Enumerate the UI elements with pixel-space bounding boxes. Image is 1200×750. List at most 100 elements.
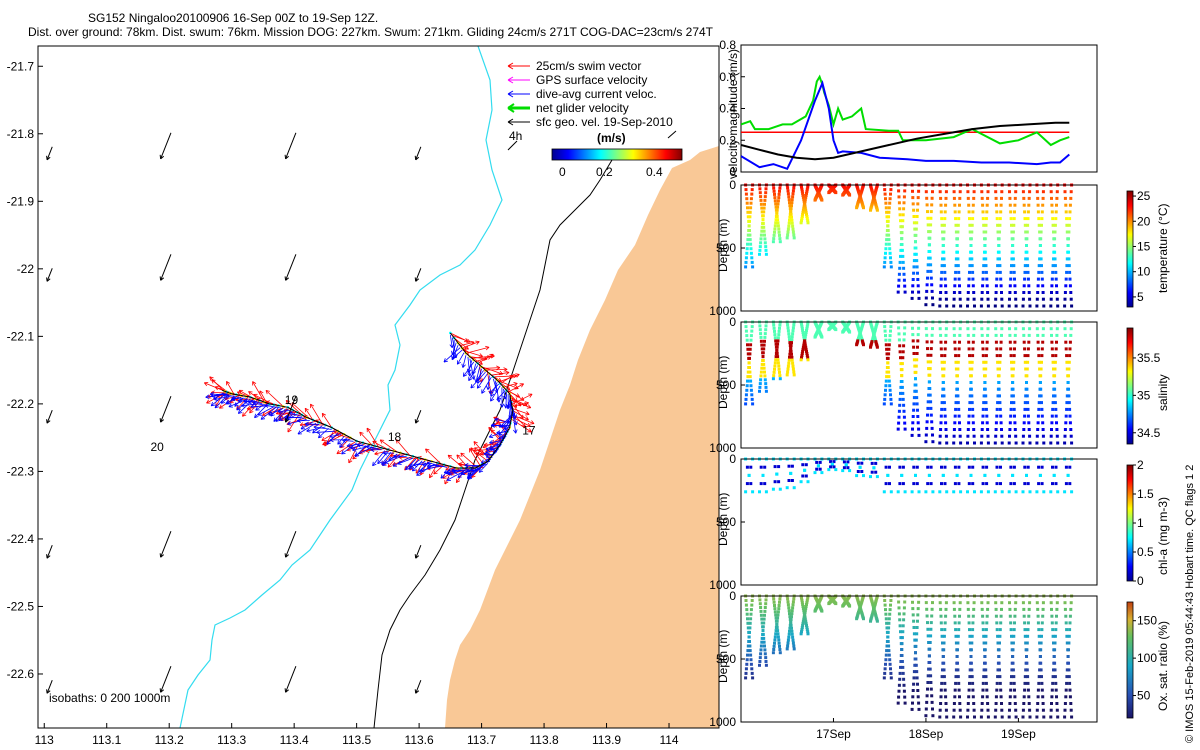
section-sample <box>953 277 957 281</box>
section-sample <box>775 619 779 623</box>
section-sample <box>1038 381 1042 384</box>
section-sample <box>791 641 795 645</box>
section-sample <box>774 218 778 222</box>
dac-vector-head <box>481 389 486 394</box>
section-sample <box>929 269 933 273</box>
section-sample <box>804 194 808 197</box>
section-sample <box>984 401 988 405</box>
section-sample <box>761 473 765 477</box>
section-sample <box>790 609 794 613</box>
section-sample <box>917 296 921 300</box>
section-sample <box>1010 257 1014 261</box>
section-sample <box>957 270 961 274</box>
section-sample <box>973 304 976 308</box>
section-sample <box>956 367 960 371</box>
section-sample <box>986 304 990 308</box>
section-sample <box>1009 277 1013 281</box>
section-sample <box>1008 702 1012 705</box>
section-sample <box>1041 196 1045 200</box>
section-sample <box>1063 434 1067 438</box>
section-sample <box>994 695 998 699</box>
section-sample <box>759 198 763 202</box>
section-sample <box>1051 407 1055 411</box>
section-sample <box>883 667 887 671</box>
section-sample <box>898 397 902 401</box>
section-sample <box>1025 230 1029 234</box>
section-sample <box>985 614 989 618</box>
section-sample <box>884 617 888 621</box>
dac-vector <box>238 399 254 414</box>
section-sample <box>938 327 942 331</box>
map-axis-ticks: 113 113.1 113.2 113.3 113.4 113.5 113.6 113.7 11… <box>7 59 679 747</box>
section-sample <box>902 338 906 342</box>
section-sample <box>956 374 959 378</box>
section-sample <box>956 264 960 268</box>
section-sample <box>1040 223 1043 227</box>
section-sample <box>1008 333 1012 337</box>
section-sample <box>1036 614 1040 618</box>
section-sample <box>968 394 972 398</box>
section-sample <box>750 603 754 607</box>
section-sample <box>1009 270 1013 274</box>
swim-vector <box>304 407 314 421</box>
section-sample <box>971 614 975 618</box>
section-sample <box>930 614 934 618</box>
section-sample <box>999 284 1003 288</box>
section-sample <box>1013 702 1017 705</box>
section-sample <box>981 681 985 685</box>
section-sample <box>927 387 931 390</box>
section-sample <box>917 490 921 494</box>
section-sample <box>984 367 988 371</box>
section-sample <box>1014 190 1018 194</box>
map-ytick-label: -22.3 <box>7 464 35 478</box>
section-sample <box>982 230 986 234</box>
section-sample <box>914 233 918 237</box>
map-ytick-label: -22.1 <box>7 329 35 343</box>
swim-vector-head <box>395 439 401 444</box>
section-sample <box>746 352 750 356</box>
section-sample <box>1037 675 1041 679</box>
section-sample <box>1007 441 1011 445</box>
section-sample <box>802 204 806 208</box>
section-sample <box>928 373 932 377</box>
dac-vector <box>352 446 370 451</box>
dac-vector <box>408 459 420 470</box>
section-sample <box>1037 401 1041 405</box>
swim-vector <box>461 341 480 349</box>
section-sample <box>916 619 919 623</box>
section-sample <box>1012 223 1016 227</box>
section-sample <box>999 614 1003 618</box>
section-sample <box>943 210 947 214</box>
section-sample <box>995 347 999 351</box>
section-sample <box>939 702 943 705</box>
section-sample <box>940 217 944 221</box>
section-sample <box>955 244 959 247</box>
swim-vector-head <box>489 353 494 358</box>
section-sample <box>762 640 766 644</box>
section-sample <box>1035 304 1039 308</box>
section-sample <box>1054 407 1058 411</box>
swim-vector-head <box>469 448 474 453</box>
section-sample <box>1065 354 1069 358</box>
section-sample <box>971 347 975 351</box>
dac-vector <box>481 376 492 394</box>
section-sample <box>940 482 943 486</box>
section-sample <box>1054 621 1058 625</box>
section-sample <box>911 196 915 200</box>
section-sample <box>1065 264 1069 268</box>
section-sample <box>1064 695 1068 699</box>
swim-vector <box>447 454 464 469</box>
section-sample <box>929 413 933 417</box>
cbar-tick-label: 5 <box>1137 290 1144 304</box>
section-sample <box>1052 394 1055 398</box>
section-sample <box>786 186 790 190</box>
section-sample <box>803 200 807 204</box>
section-sample <box>968 634 972 638</box>
section-sample <box>940 628 944 632</box>
section-sample <box>899 380 903 383</box>
section-sample <box>997 648 1001 652</box>
section-ytick-label: 0 <box>729 178 736 192</box>
swim-vector-head <box>299 422 304 427</box>
section-sample <box>1050 695 1054 699</box>
dac-vector-head <box>226 399 232 405</box>
